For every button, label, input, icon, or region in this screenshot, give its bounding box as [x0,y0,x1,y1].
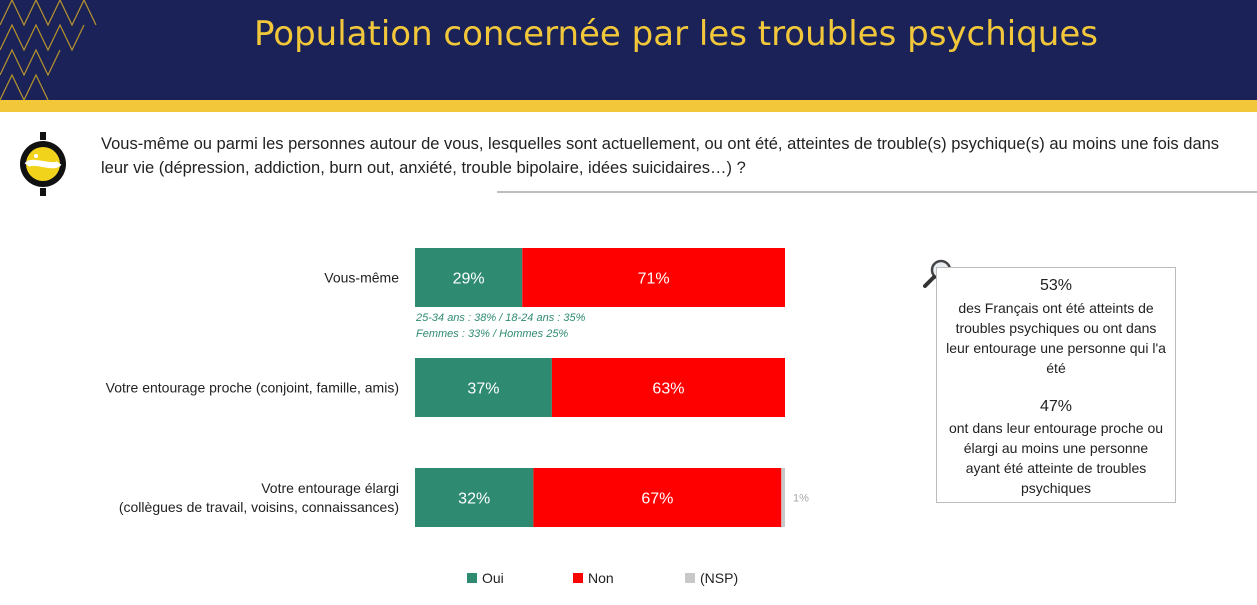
callout-value-2: 47% [1039,398,1073,415]
category-label: (collègues de travail, voisins, connaiss… [119,499,399,515]
data-label: 29% [453,271,485,288]
legend-label: Non [588,570,614,586]
stacked-bar-chart: Vous-même 29% 71% Votre entourage proche (c… [106,248,809,527]
legend-swatch [467,573,477,583]
header-accent-stripe [0,100,1257,112]
survey-question: Vous-même ou parmi les personnes autour … [101,135,1220,177]
legend-item: (NSP) [685,570,738,586]
legend-item: Oui [467,570,504,586]
legend-swatch [573,573,583,583]
data-label: 37% [467,381,499,398]
data-label: 63% [652,381,684,398]
decorative-pattern-icon [0,0,97,100]
chart-legend: Oui Non (NSP) [0,570,860,590]
header-bar: Population concernée par les troubles ps… [0,0,1257,100]
callout-text-1: des Français ont été atteints de trouble… [946,300,1166,376]
brand-logo-icon [20,132,66,196]
legend-label: (NSP) [700,570,739,586]
legend-item: Non [573,570,614,586]
data-label: 32% [458,491,490,508]
page-title: Population concernée par les troubles ps… [253,14,1098,54]
bar-segment-oui [415,248,523,307]
question-divider [497,191,1257,193]
bar-segment-non [522,248,785,307]
legend-label: Oui [482,570,504,586]
callout-value-1: 53% [1039,277,1073,294]
category-label: Vous-même [324,270,399,286]
data-label: 71% [638,271,670,288]
legend-swatch [685,573,695,583]
bar-segment-oui [415,358,552,417]
callout-text-2: ont dans leur entourage proche ou élargi… [948,420,1164,496]
data-label: 67% [641,491,673,508]
category-label: Votre entourage élargi [261,480,399,496]
data-label: 1% [793,493,809,505]
category-label: Votre entourage proche (conjoint, famill… [106,380,399,396]
bar-segment-oui [415,468,534,527]
insight-callout: 53% des Français ont été atteints de tro… [936,267,1176,503]
bar-segment-non [533,468,782,527]
annotation-text: 25-34 ans : 38% / 18-24 ans : 35% [415,312,586,324]
bar-segment-non [551,358,785,417]
annotation-text: Femmes : 33% / Hommes 25% [416,328,568,340]
bar-segment-nsp [781,468,785,527]
